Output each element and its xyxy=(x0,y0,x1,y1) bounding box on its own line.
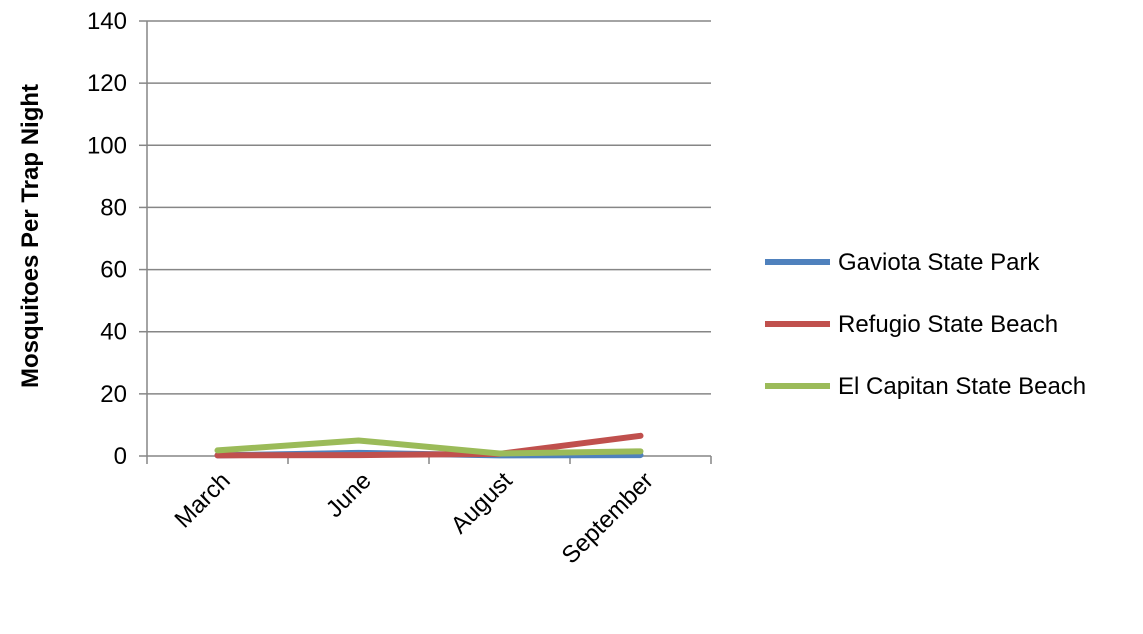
legend-label: Refugio State Beach xyxy=(838,311,1058,338)
y-tick-label: 80 xyxy=(100,194,127,221)
series-line xyxy=(214,437,644,457)
legend-label: Gaviota State Park xyxy=(838,249,1040,276)
x-tick-label: August xyxy=(446,467,518,539)
x-tick-label: June xyxy=(321,467,377,523)
series-lines xyxy=(214,432,644,459)
x-tick-labels: March June August September xyxy=(169,467,658,569)
legend-label: El Capitan State Beach xyxy=(838,373,1086,400)
y-axis-title: Mosquitoes Per Trap Night xyxy=(17,84,44,388)
y-tick-label: 120 xyxy=(87,70,127,97)
y-tick-label: 60 xyxy=(100,257,127,284)
series-line xyxy=(214,432,644,459)
y-tick-label: 0 xyxy=(114,443,127,470)
y-tick-label: 40 xyxy=(100,319,127,346)
y-tick-label: 100 xyxy=(87,132,127,159)
legend: Gaviota State Park Refugio State Beach El … xyxy=(765,249,1086,400)
axes xyxy=(139,20,712,464)
x-tick-label: September xyxy=(557,467,659,569)
y-tick-label: 140 xyxy=(87,8,127,35)
x-tick-label: March xyxy=(169,467,235,533)
gridlines xyxy=(147,20,711,395)
y-tick-label: 20 xyxy=(100,381,127,408)
y-tick-labels: 0 20 40 60 80 100 120 140 xyxy=(87,8,127,470)
